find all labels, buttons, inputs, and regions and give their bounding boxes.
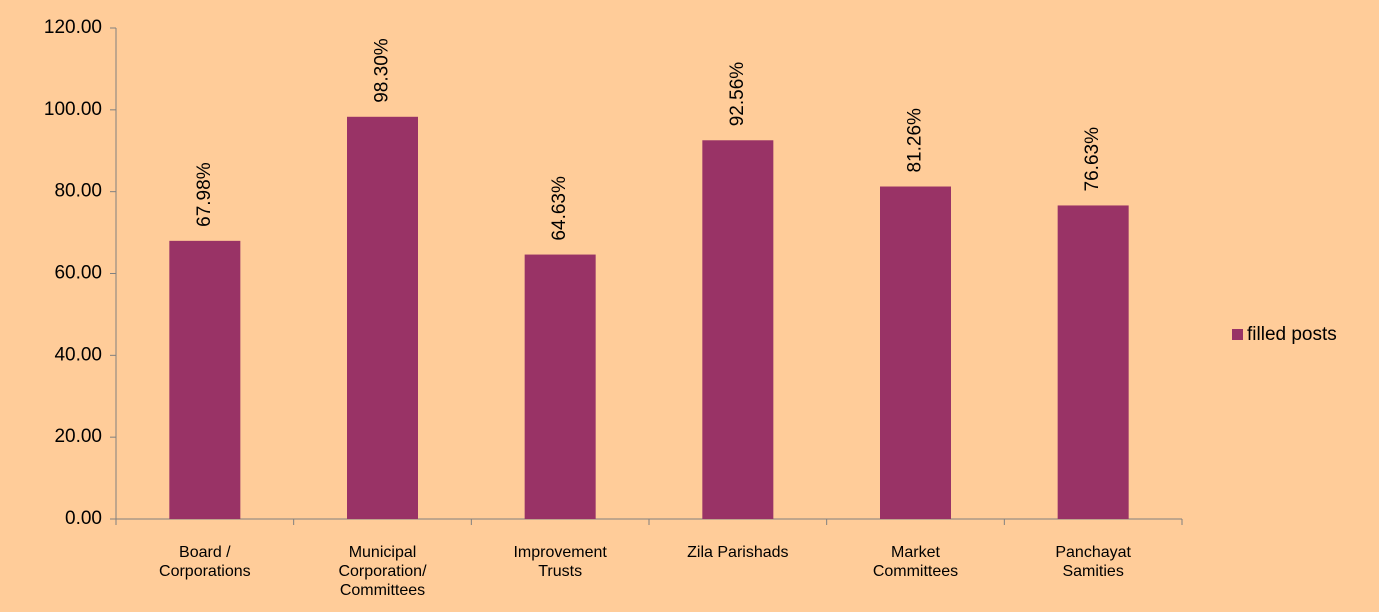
x-tick-label: Board / Corporations	[159, 544, 251, 580]
legend-swatch	[1232, 329, 1243, 340]
data-label: 64.63%	[549, 176, 570, 241]
y-tick-label: 0.00	[65, 508, 102, 529]
y-tick-label: 120.00	[44, 17, 102, 38]
x-tick-label: Improvement Trusts	[513, 544, 607, 580]
data-label: 98.30%	[372, 38, 393, 103]
y-tick-label: 40.00	[54, 344, 102, 365]
data-label: 76.63%	[1082, 127, 1103, 192]
y-tick-label: 20.00	[54, 426, 102, 447]
x-tick-label: Municipal Corporation/ Committees	[338, 544, 427, 599]
y-tick-label: 100.00	[44, 99, 102, 120]
x-tick-label: Panchayat Samities	[1055, 544, 1131, 580]
bar	[702, 140, 774, 519]
data-label: 81.26%	[905, 108, 926, 173]
bar	[1057, 205, 1129, 520]
legend-label: filled posts	[1247, 324, 1337, 345]
bar	[169, 240, 241, 519]
bar	[347, 116, 418, 519]
bar	[524, 254, 596, 519]
x-tick-label: Market Committees	[872, 544, 959, 580]
y-tick-label: 80.00	[54, 181, 102, 202]
y-tick-label: 60.00	[54, 263, 102, 284]
data-label: 92.56%	[727, 62, 748, 127]
x-tick-label: Zila Parishads	[687, 544, 789, 561]
data-label: 67.98%	[194, 162, 215, 227]
bar	[880, 186, 951, 519]
